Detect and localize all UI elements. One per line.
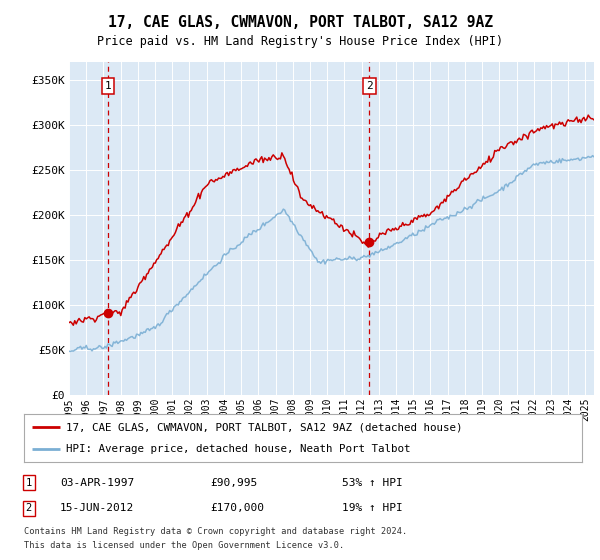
Text: Price paid vs. HM Land Registry's House Price Index (HPI): Price paid vs. HM Land Registry's House … [97,35,503,48]
Text: £90,995: £90,995 [210,478,257,488]
Text: This data is licensed under the Open Government Licence v3.0.: This data is licensed under the Open Gov… [24,541,344,550]
Text: HPI: Average price, detached house, Neath Port Talbot: HPI: Average price, detached house, Neat… [66,444,410,454]
Text: 15-JUN-2012: 15-JUN-2012 [60,503,134,514]
Text: £170,000: £170,000 [210,503,264,514]
Text: 03-APR-1997: 03-APR-1997 [60,478,134,488]
Text: 17, CAE GLAS, CWMAVON, PORT TALBOT, SA12 9AZ (detached house): 17, CAE GLAS, CWMAVON, PORT TALBOT, SA12… [66,422,463,432]
Text: 1: 1 [104,81,111,91]
Text: 1: 1 [26,478,32,488]
Text: 17, CAE GLAS, CWMAVON, PORT TALBOT, SA12 9AZ: 17, CAE GLAS, CWMAVON, PORT TALBOT, SA12… [107,15,493,30]
Text: 53% ↑ HPI: 53% ↑ HPI [342,478,403,488]
Text: Contains HM Land Registry data © Crown copyright and database right 2024.: Contains HM Land Registry data © Crown c… [24,528,407,536]
Text: 2: 2 [26,503,32,514]
Text: 2: 2 [366,81,373,91]
Text: 19% ↑ HPI: 19% ↑ HPI [342,503,403,514]
